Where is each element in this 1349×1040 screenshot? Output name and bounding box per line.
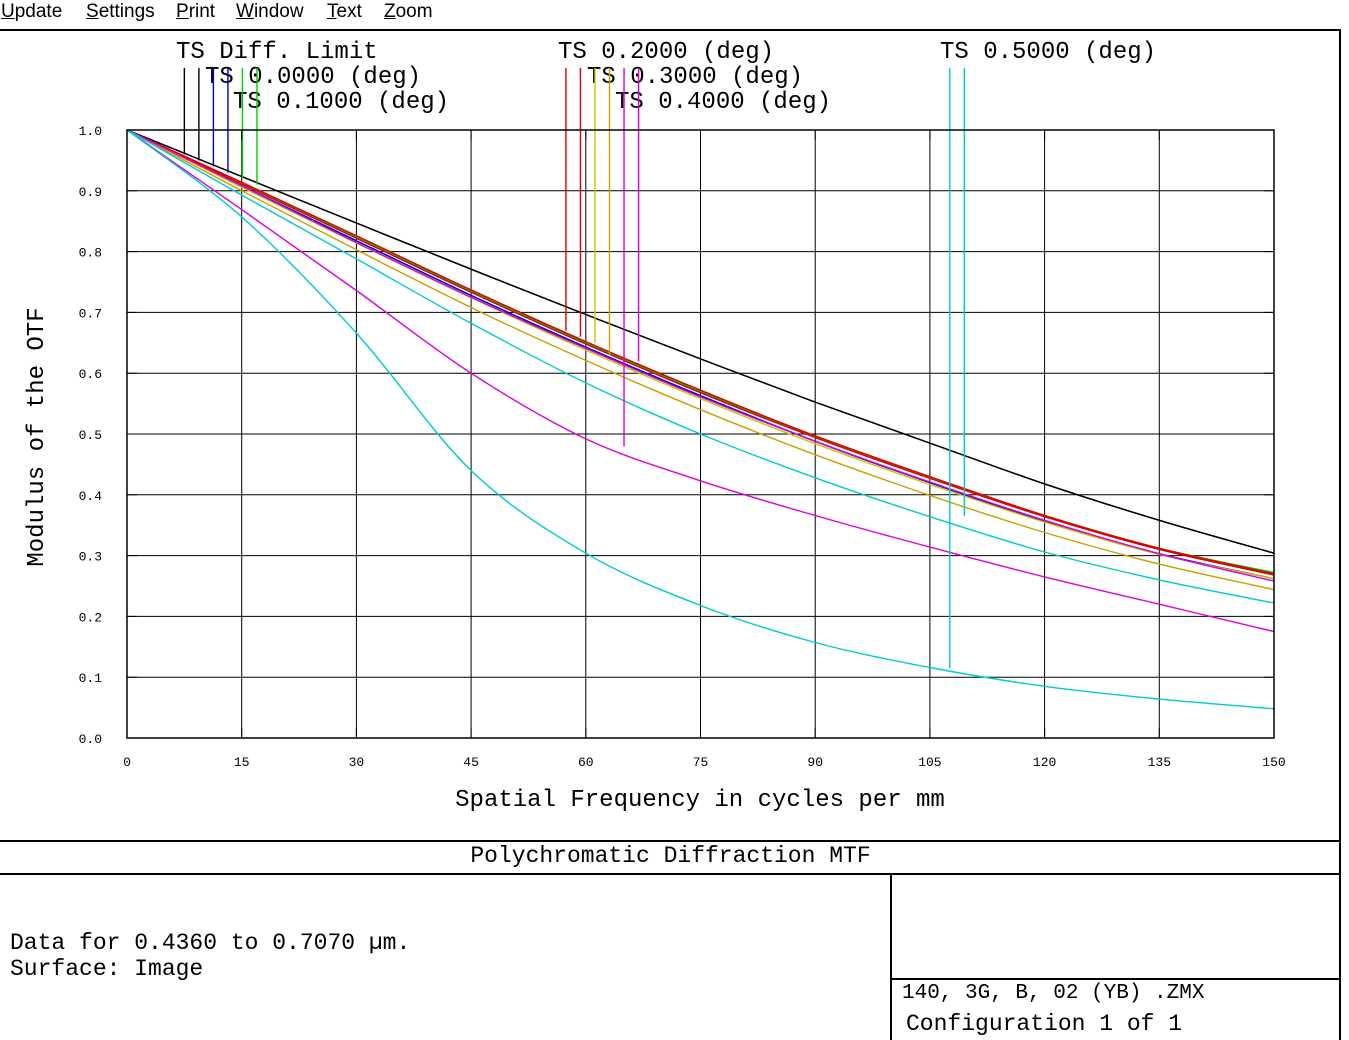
series-line-11 [126,129,1275,582]
footer-info-divider [890,978,1341,980]
menu-bar: Update Settings Print Window Text Zoom [0,0,1349,27]
x-tick-label: 120 [1033,755,1056,770]
wavelength-range-text: Data for 0.4360 to 0.7070 µm. [10,930,411,956]
file-name-text: 140, 3G, B, 02 (YB) .ZMX [902,982,1205,1005]
y-tick-label: 0.6 [79,367,102,382]
series-line-8 [126,129,1275,580]
legend-label-1: TS 0.0000 (deg) [205,64,421,91]
menu-update[interactable]: Update [1,1,63,22]
x-tick-label: 0 [123,755,131,770]
y-tick-label: 0.8 [79,246,102,261]
legend-label-3: TS 0.2000 (deg) [558,39,774,66]
x-tick-label: 90 [807,755,823,770]
series-line-1 [126,129,1275,554]
tick-layer: 0 15 30 45 60 75 90 105 120 135 150 0.0 0.1 0.2 0.3 0.4… [79,124,1286,770]
x-tick-label: 30 [349,755,365,770]
y-tick-label: 0.2 [79,610,102,625]
y-tick-label: 0.4 [79,489,103,504]
y-axis-label: Modulus of the OTF [24,307,51,566]
x-tick-label: 105 [918,755,941,770]
series-line-6 [126,129,1275,575]
legend-label-6: TS 0.5000 (deg) [940,39,1156,66]
y-tick-label: 0.3 [79,550,102,565]
menu-window[interactable]: Window [236,1,304,22]
series-line-10 [126,129,1275,633]
grid-layer [127,130,1274,738]
y-tick-label: 0.1 [79,671,103,686]
menu-print[interactable]: Print [176,1,216,22]
x-tick-label: 135 [1148,755,1171,770]
y-tick-label: 0.9 [79,185,102,200]
x-axis-label: Spatial Frequency in cycles per mm [455,787,945,814]
series-line-12 [126,129,1275,710]
x-tick-label: 75 [693,755,709,770]
y-tick-label: 0.5 [79,428,102,443]
legend-label-5: TS 0.4000 (deg) [615,89,831,116]
plot-title: Polychromatic Diffraction MTF [470,843,871,869]
analysis-window [0,29,1341,1040]
plot-area-border [126,129,1275,739]
menu-zoom[interactable]: Zoom [384,1,433,22]
legend-label-2: TS 0.1000 (deg) [233,89,449,116]
series-line-13 [126,129,1275,604]
x-tick-label: 60 [578,755,594,770]
menu-settings[interactable]: Settings [86,1,155,22]
configuration-text: Configuration 1 of 1 [906,1011,1183,1037]
y-tick-label: 0.7 [79,306,102,321]
menu-text[interactable]: Text [327,1,362,22]
series-layer [126,129,1275,710]
x-tick-label: 150 [1262,755,1285,770]
surface-text: Surface: Image [10,956,204,982]
x-tick-label: 15 [234,755,250,770]
x-tick-label: 45 [463,755,479,770]
legend-label-0: TS Diff. Limit [176,39,378,66]
footer-vertical-divider [890,874,892,1040]
y-tick-label: 0.0 [79,732,102,747]
y-tick-label: 1.0 [79,124,102,139]
legend-label-4: TS 0.3000 (deg) [587,64,803,91]
series-line-9 [126,129,1275,591]
series-line-7 [126,129,1275,576]
footer-title-divider [0,873,1341,875]
footer-divider [0,840,1341,842]
